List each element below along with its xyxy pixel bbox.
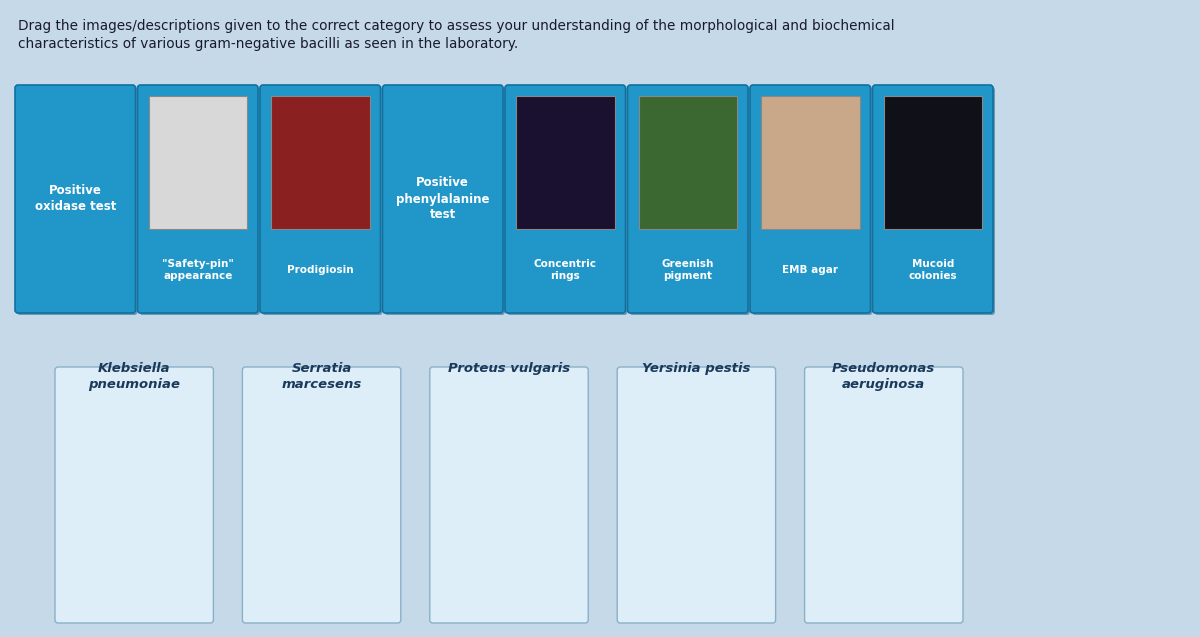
FancyBboxPatch shape bbox=[508, 87, 628, 315]
FancyBboxPatch shape bbox=[872, 85, 994, 313]
FancyBboxPatch shape bbox=[262, 87, 383, 315]
Bar bbox=[271, 96, 370, 229]
FancyBboxPatch shape bbox=[805, 367, 964, 623]
FancyBboxPatch shape bbox=[750, 85, 870, 313]
FancyBboxPatch shape bbox=[875, 87, 995, 315]
Text: EMB agar: EMB agar bbox=[782, 265, 839, 275]
Text: Klebsiella
pneumoniae: Klebsiella pneumoniae bbox=[89, 362, 180, 391]
Bar bbox=[883, 96, 982, 229]
FancyBboxPatch shape bbox=[14, 85, 136, 313]
FancyBboxPatch shape bbox=[505, 85, 625, 313]
FancyBboxPatch shape bbox=[752, 87, 872, 315]
Text: Serratia
marcesens: Serratia marcesens bbox=[282, 362, 361, 391]
Bar bbox=[761, 96, 859, 229]
FancyBboxPatch shape bbox=[139, 87, 260, 315]
Bar bbox=[516, 96, 614, 229]
Text: Concentric
rings: Concentric rings bbox=[534, 259, 596, 282]
FancyBboxPatch shape bbox=[138, 85, 258, 313]
Text: Proteus vulgaris: Proteus vulgaris bbox=[448, 362, 570, 375]
FancyBboxPatch shape bbox=[430, 367, 588, 623]
FancyBboxPatch shape bbox=[383, 85, 503, 313]
Text: Greenish
pigment: Greenish pigment bbox=[661, 259, 714, 282]
Text: Prodigiosin: Prodigiosin bbox=[287, 265, 354, 275]
Bar bbox=[638, 96, 737, 229]
FancyBboxPatch shape bbox=[628, 85, 748, 313]
Text: characteristics of various gram-negative bacilli as seen in the laboratory.: characteristics of various gram-negative… bbox=[18, 37, 518, 51]
FancyBboxPatch shape bbox=[260, 85, 380, 313]
Bar bbox=[149, 96, 247, 229]
Text: Positive
oxidase test: Positive oxidase test bbox=[35, 185, 116, 213]
FancyBboxPatch shape bbox=[17, 87, 138, 315]
Text: "Safety-pin"
appearance: "Safety-pin" appearance bbox=[162, 259, 234, 282]
FancyBboxPatch shape bbox=[630, 87, 750, 315]
FancyBboxPatch shape bbox=[55, 367, 214, 623]
FancyBboxPatch shape bbox=[242, 367, 401, 623]
Text: Pseudomonas
aeruginosa: Pseudomonas aeruginosa bbox=[832, 362, 936, 391]
Text: Yersinia pestis: Yersinia pestis bbox=[642, 362, 750, 375]
FancyBboxPatch shape bbox=[384, 87, 505, 315]
Text: Mucoid
colonies: Mucoid colonies bbox=[908, 259, 958, 282]
Text: Positive
phenylalanine
test: Positive phenylalanine test bbox=[396, 176, 490, 222]
Text: Drag the images/descriptions given to the correct category to assess your unders: Drag the images/descriptions given to th… bbox=[18, 19, 895, 33]
FancyBboxPatch shape bbox=[617, 367, 775, 623]
